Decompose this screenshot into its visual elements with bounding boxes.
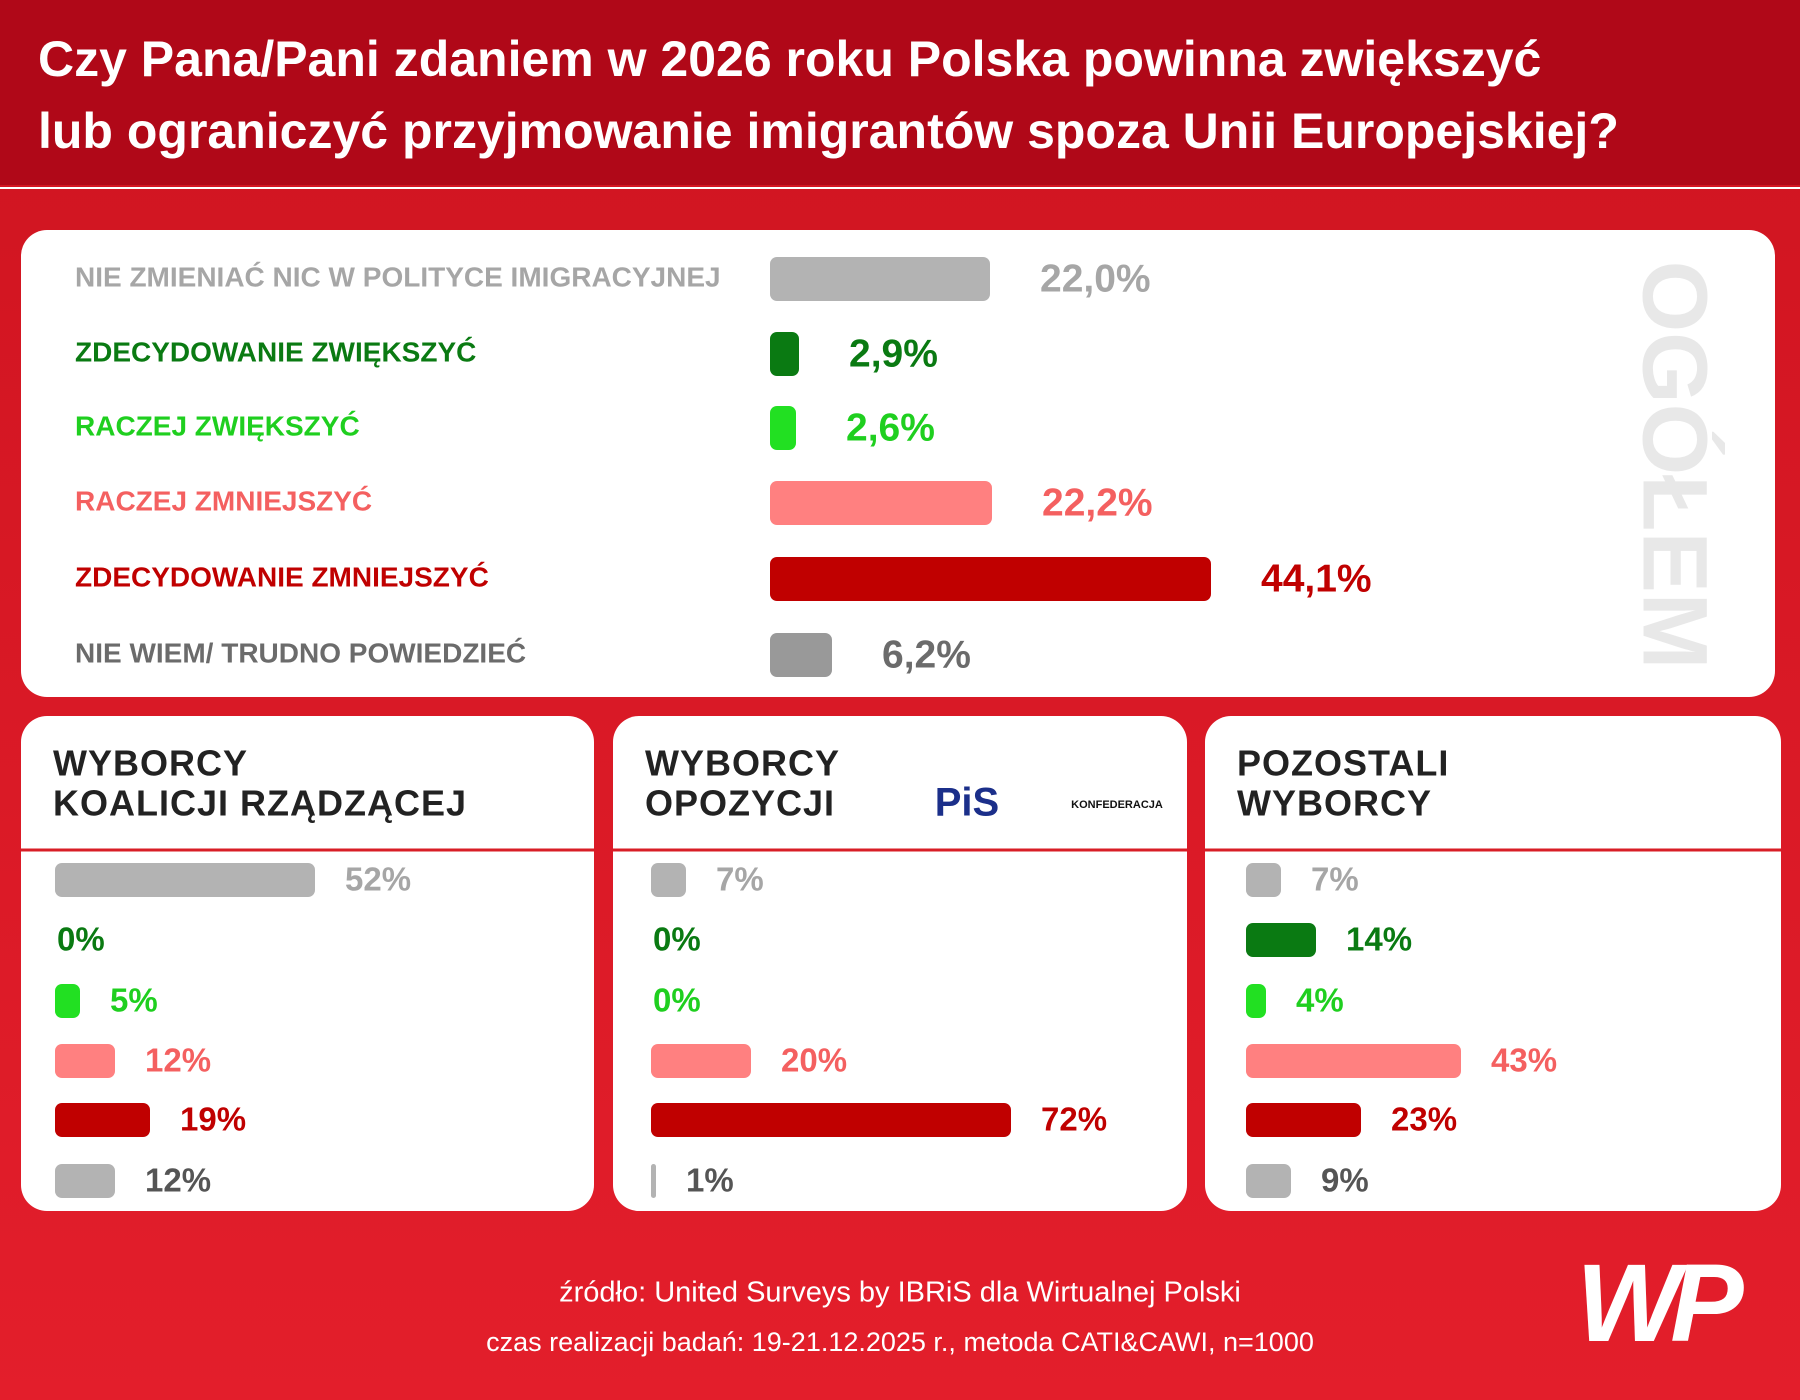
bar: [651, 1164, 656, 1198]
bar: [1246, 923, 1316, 957]
value-label: 0%: [57, 921, 105, 958]
panel-title: KOALICJI RZĄDZĄCEJ: [53, 783, 467, 824]
bar: [651, 1103, 1011, 1137]
panel-title: WYBORCY: [53, 743, 248, 784]
bar: [55, 1044, 115, 1078]
bar: [1246, 1044, 1461, 1078]
value-label: 20%: [781, 1042, 847, 1079]
value-label: 12%: [145, 1042, 211, 1079]
value-label: 23%: [1391, 1101, 1457, 1138]
value-label: 44,1%: [1261, 557, 1372, 600]
category-label: ZDECYDOWANIE ZMNIEJSZYĆ: [75, 561, 489, 592]
value-label: 12%: [145, 1162, 211, 1199]
category-label: ZDECYDOWANIE ZWIĘKSZYĆ: [75, 336, 476, 367]
title-line: Czy Pana/Pani zdaniem w 2026 roku Polska…: [38, 31, 1541, 87]
category-label: RACZEJ ZMNIEJSZYĆ: [75, 485, 372, 516]
bar: [651, 1044, 751, 1078]
method-note: czas realizacji badań: 19-21.12.2025 r.,…: [486, 1327, 1314, 1357]
bar: [55, 1103, 150, 1137]
value-label: 7%: [716, 861, 764, 898]
bar: [1246, 1164, 1291, 1198]
panel-title: OPOZYCJI: [645, 783, 835, 824]
wp-logo: WP: [1576, 1242, 1744, 1365]
value-label: 2,6%: [846, 406, 935, 449]
value-label: 5%: [110, 982, 158, 1019]
bar: [1246, 984, 1266, 1018]
value-label: 14%: [1346, 921, 1412, 958]
bar: [1246, 1103, 1361, 1137]
value-label: 2,9%: [849, 332, 938, 375]
panel-title: WYBORCY: [645, 743, 840, 784]
panel: [21, 716, 594, 1211]
value-label: 22,2%: [1042, 481, 1153, 524]
value-label: 43%: [1491, 1042, 1557, 1079]
bar: [651, 863, 686, 897]
bar: [55, 1164, 115, 1198]
value-label: 7%: [1311, 861, 1359, 898]
bar: [770, 257, 990, 301]
bar: [1246, 863, 1281, 897]
bar: [55, 984, 80, 1018]
party-logo: KONFEDERACJA: [1071, 799, 1163, 811]
title-line: lub ograniczyć przyjmowanie imigrantów s…: [38, 103, 1619, 159]
panel-title: POZOSTALI: [1237, 743, 1449, 784]
value-label: 19%: [180, 1101, 246, 1138]
value-label: 72%: [1041, 1101, 1107, 1138]
source-note: źródło: United Surveys by IBRiS dla Wirt…: [559, 1277, 1241, 1309]
bar: [770, 481, 992, 525]
category-label: NIE ZMIENIAĆ NIC W POLITYCE IMIGRACYJNEJ: [75, 261, 721, 292]
category-label: NIE WIEM/ TRUDNO POWIEDZIEĆ: [75, 637, 526, 668]
bar: [55, 863, 315, 897]
value-label: 9%: [1321, 1162, 1369, 1199]
panel-title: WYBORCY: [1237, 783, 1432, 824]
header-band: [0, 0, 1800, 185]
bar: [770, 633, 832, 677]
panel: [613, 716, 1187, 1211]
value-label: 0%: [653, 921, 701, 958]
category-label: RACZEJ ZWIĘKSZYĆ: [75, 410, 360, 441]
panel-title: OGÓŁEM: [1624, 261, 1727, 670]
panel: [1205, 716, 1781, 1211]
panel: [21, 230, 1775, 697]
value-label: 1%: [686, 1162, 734, 1199]
value-label: 52%: [345, 861, 411, 898]
party-logo: PiS: [935, 781, 999, 825]
bar: [770, 332, 799, 376]
value-label: 4%: [1296, 982, 1344, 1019]
value-label: 0%: [653, 982, 701, 1019]
bar: [770, 557, 1211, 601]
bar: [770, 406, 796, 450]
value-label: 22,0%: [1040, 257, 1151, 300]
party-logo: LEWICA: [481, 791, 568, 816]
value-label: 6,2%: [882, 633, 971, 676]
